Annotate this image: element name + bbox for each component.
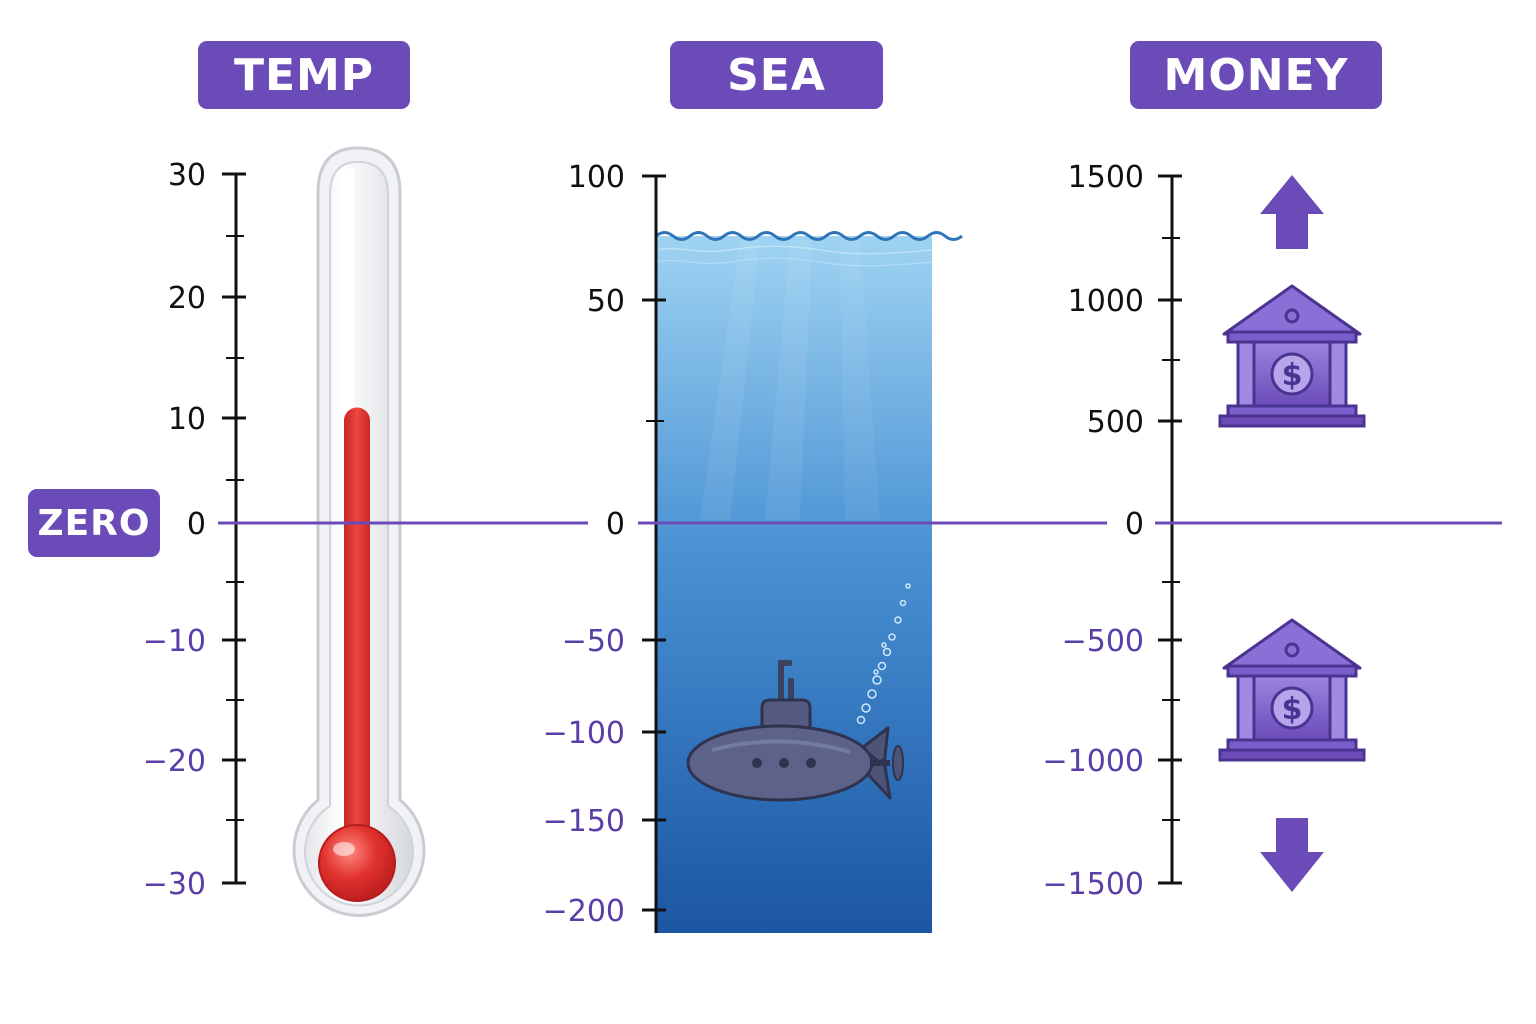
bubble-icon [856, 715, 866, 725]
bubble-icon [872, 675, 882, 685]
arrow-up-icon [1260, 175, 1324, 249]
money-tick-label: 1500 [1068, 160, 1144, 195]
sea-tick-label: −50 [562, 624, 625, 659]
sea-tick-label: 0 [606, 507, 625, 542]
money-tick-label: −1000 [1043, 744, 1144, 779]
temp-tick-label: 0 [187, 507, 206, 542]
sea-tick-label: −200 [543, 894, 625, 929]
bubble-icon [894, 616, 902, 624]
money-tick-label: −500 [1062, 624, 1144, 659]
bubble-icon [888, 633, 896, 641]
money-tick-label: 0 [1125, 507, 1144, 542]
bubble-icon [881, 642, 887, 648]
bank-icon [1218, 284, 1366, 428]
temp-title: TEMP [198, 41, 410, 109]
temp-tick-label: −10 [143, 624, 206, 659]
submarine-icon [686, 583, 911, 802]
mercury-column [344, 407, 370, 838]
arrow-down-icon [1260, 818, 1324, 892]
thermometer [292, 146, 426, 917]
temp-tick-label: −30 [143, 867, 206, 902]
zero-tag: ZERO [28, 489, 160, 557]
money-title: MONEY [1130, 41, 1382, 109]
sea-title: SEA [670, 41, 883, 109]
temp-tick-label: 20 [168, 281, 206, 316]
money-tick-label: −1500 [1043, 867, 1144, 902]
sea-water [655, 231, 963, 933]
bubble-icon [899, 599, 907, 607]
temp-tick-label: −20 [143, 744, 206, 779]
bubble-icon [861, 703, 871, 713]
temp-tick-label: 10 [168, 402, 206, 437]
temp-tick-label: 30 [168, 158, 206, 193]
bubble-icon [877, 661, 887, 671]
money-tick-label: 1000 [1068, 284, 1144, 319]
sea-tick-label: −100 [543, 716, 625, 751]
sea-tick-label: −150 [543, 804, 625, 839]
sea-tick-label: 100 [568, 160, 625, 195]
bubble-icon [867, 689, 877, 699]
bubble-icon [905, 583, 911, 589]
money-tick-label: 500 [1087, 405, 1144, 440]
sea-tick-label: 50 [587, 284, 625, 319]
bank-icon [1218, 618, 1366, 762]
bubble-icon [882, 647, 892, 657]
bubble-icon [873, 669, 879, 675]
